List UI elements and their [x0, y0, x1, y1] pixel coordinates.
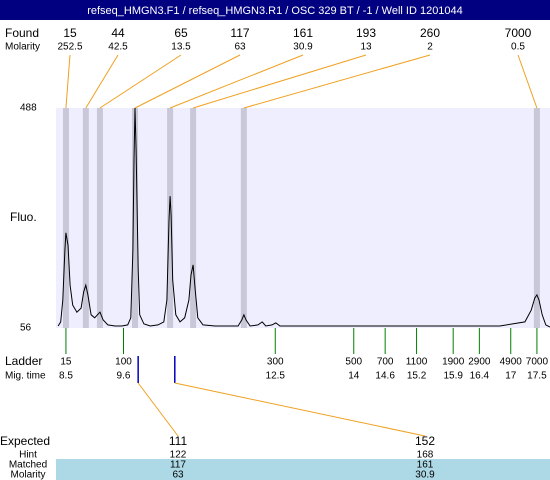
matched-molarity: 30.9: [415, 470, 435, 480]
ladder-time: 14: [348, 371, 360, 382]
ladder-size: 700: [377, 357, 394, 368]
peak-band: [82, 108, 89, 328]
y-axis-label: Fluo.: [10, 210, 37, 224]
expected-connector: [137, 382, 179, 437]
expected-molarity-label: Molarity: [10, 470, 45, 480]
found-molarity: 2: [427, 42, 433, 53]
found-molarity: 252.5: [57, 42, 82, 53]
ladder-size: 300: [267, 357, 284, 368]
found-molarity: 30.9: [293, 42, 313, 53]
ladder-time: 12.5: [266, 371, 286, 382]
expected-size: 111: [169, 434, 188, 448]
found-size: 7000: [505, 26, 532, 40]
title-bar: [0, 0, 550, 20]
hint-size: 168: [417, 450, 434, 461]
ladder-size: 15: [60, 357, 72, 368]
peak-band: [62, 108, 69, 328]
found-molarity: 42.5: [108, 42, 128, 53]
found-molarity: 13: [360, 42, 372, 53]
ladder-time: 15.9: [443, 371, 463, 382]
ladder-time: 15.2: [407, 371, 427, 382]
ladder-time: 17: [505, 371, 517, 382]
peak-band: [167, 108, 174, 328]
hint-size: 122: [170, 450, 187, 461]
found-size: 117: [230, 26, 249, 40]
peak-connector: [517, 54, 538, 109]
ladder-size: 2900: [468, 357, 491, 368]
peak-connector: [134, 54, 241, 109]
peak-connector: [65, 54, 71, 109]
ladder-time: 9.6: [117, 371, 131, 382]
peak-connector: [99, 54, 182, 109]
found-size: 15: [63, 26, 77, 40]
found-molarity-label: Molarity: [5, 42, 40, 53]
ladder-size: 1900: [442, 357, 465, 368]
matched-molarity: 63: [172, 470, 184, 480]
peak-band: [240, 108, 247, 328]
ladder-time: 17.5: [527, 371, 547, 382]
found-size: 161: [293, 26, 313, 40]
ladder-time: 14.6: [375, 371, 395, 382]
found-size: 44: [111, 26, 125, 40]
expected-label: Expected: [0, 434, 50, 448]
found-size: 65: [174, 26, 188, 40]
matched-label: Matched: [9, 460, 47, 471]
hint-label: Hint: [19, 450, 37, 461]
ladder-size: 4900: [500, 357, 523, 368]
found-molarity: 0.5: [511, 42, 525, 53]
ladder-label: Ladder: [5, 354, 42, 368]
expected-connector: [174, 382, 426, 437]
y-tick-label: 56: [20, 323, 32, 334]
y-tick-label: 488: [20, 103, 37, 114]
ladder-time: 8.5: [59, 371, 73, 382]
matched-size: 117: [170, 460, 186, 471]
peak-band: [190, 108, 197, 328]
expected-size: 152: [415, 434, 435, 448]
peak-band: [132, 108, 139, 328]
ladder-size: 500: [345, 357, 362, 368]
found-label: Found: [5, 26, 39, 40]
found-size: 193: [356, 26, 376, 40]
matched-size: 161: [417, 460, 434, 471]
peak-band: [533, 108, 540, 328]
peak-connector: [243, 54, 431, 109]
peak-connector: [169, 54, 304, 109]
matched-row-bg: [56, 459, 550, 480]
ladder-size: 7000: [526, 357, 549, 368]
found-molarity: 13.5: [171, 42, 191, 53]
plot-area: [56, 108, 550, 328]
ladder-size: 1100: [406, 357, 428, 368]
mig-time-label: Mig. time: [5, 371, 46, 382]
ladder-time: 16.4: [470, 371, 490, 382]
title: refseq_HMGN3.F1 / refseq_HMGN3.R1 / OSC …: [87, 5, 463, 17]
peak-band: [96, 108, 103, 328]
peak-connector: [192, 54, 367, 109]
ladder-size: 100: [115, 357, 132, 368]
trace: [57, 107, 550, 328]
peak-connector: [85, 54, 119, 109]
found-size: 260: [420, 26, 440, 40]
found-molarity: 63: [234, 42, 246, 53]
